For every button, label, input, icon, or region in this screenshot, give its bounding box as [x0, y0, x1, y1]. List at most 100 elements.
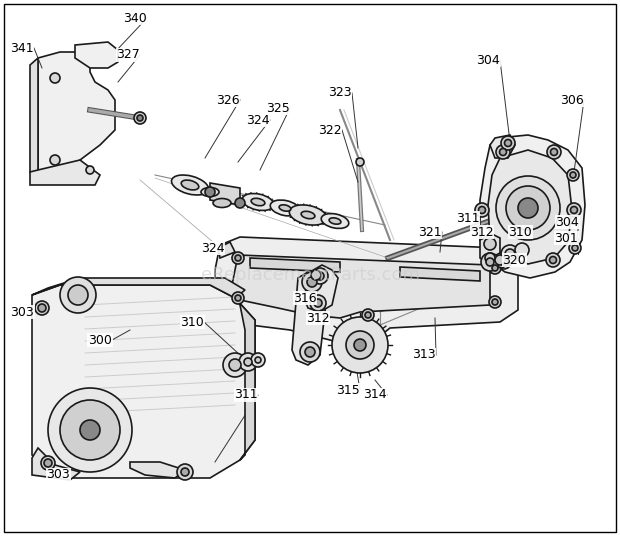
Circle shape	[501, 136, 515, 150]
Circle shape	[232, 292, 244, 304]
Circle shape	[255, 357, 261, 363]
Circle shape	[235, 255, 241, 261]
Text: 301: 301	[554, 232, 578, 244]
Circle shape	[497, 255, 511, 269]
Circle shape	[68, 285, 88, 305]
Circle shape	[48, 388, 132, 472]
Circle shape	[60, 277, 96, 313]
Polygon shape	[210, 183, 240, 205]
Polygon shape	[232, 255, 490, 318]
Circle shape	[60, 400, 120, 460]
Text: 316: 316	[293, 292, 317, 304]
Text: 340: 340	[123, 11, 147, 25]
Ellipse shape	[279, 205, 291, 211]
Circle shape	[354, 339, 366, 351]
Ellipse shape	[251, 198, 265, 206]
Circle shape	[223, 353, 247, 377]
Polygon shape	[218, 242, 235, 258]
Text: 312: 312	[306, 311, 330, 324]
Polygon shape	[480, 234, 500, 264]
Circle shape	[496, 145, 510, 159]
Text: 324: 324	[201, 242, 225, 255]
Circle shape	[137, 115, 143, 121]
Circle shape	[310, 295, 326, 311]
Polygon shape	[75, 42, 118, 68]
Circle shape	[332, 317, 388, 373]
Circle shape	[500, 148, 507, 155]
Circle shape	[500, 258, 508, 265]
Circle shape	[244, 358, 252, 366]
Circle shape	[486, 258, 494, 266]
Text: 304: 304	[555, 215, 579, 228]
Ellipse shape	[172, 175, 208, 195]
Circle shape	[50, 73, 60, 83]
Circle shape	[362, 309, 374, 321]
Circle shape	[489, 296, 501, 308]
Circle shape	[515, 243, 529, 257]
Circle shape	[505, 249, 515, 259]
Circle shape	[492, 299, 498, 305]
Circle shape	[547, 145, 561, 159]
Polygon shape	[250, 258, 340, 272]
Circle shape	[316, 272, 324, 280]
Circle shape	[570, 172, 576, 178]
Circle shape	[229, 359, 241, 371]
Text: 311: 311	[456, 212, 480, 225]
Circle shape	[492, 265, 498, 271]
Circle shape	[506, 186, 550, 230]
Circle shape	[232, 252, 244, 264]
Polygon shape	[38, 52, 115, 178]
Circle shape	[475, 203, 489, 217]
Text: eReplacementParts.com: eReplacementParts.com	[200, 266, 420, 284]
Circle shape	[569, 242, 581, 254]
Circle shape	[505, 139, 511, 146]
Text: 310: 310	[508, 226, 532, 239]
Text: 314: 314	[363, 389, 387, 401]
Circle shape	[479, 206, 485, 213]
Polygon shape	[30, 58, 48, 178]
Text: 313: 313	[412, 348, 436, 361]
Circle shape	[50, 155, 60, 165]
Ellipse shape	[242, 193, 274, 211]
Circle shape	[177, 464, 193, 480]
Circle shape	[302, 272, 322, 292]
Ellipse shape	[329, 218, 341, 224]
Ellipse shape	[321, 213, 349, 228]
Text: 303: 303	[10, 306, 34, 318]
Circle shape	[38, 304, 46, 312]
Text: 306: 306	[560, 93, 584, 107]
Circle shape	[314, 299, 322, 307]
Polygon shape	[292, 272, 328, 365]
Circle shape	[205, 187, 215, 197]
Text: 322: 322	[318, 123, 342, 137]
Polygon shape	[490, 135, 515, 158]
Circle shape	[312, 268, 328, 284]
Circle shape	[365, 312, 371, 318]
Polygon shape	[130, 462, 185, 478]
Circle shape	[235, 198, 245, 208]
Text: 323: 323	[328, 86, 352, 100]
Ellipse shape	[270, 200, 299, 216]
Text: 310: 310	[180, 316, 204, 329]
Circle shape	[495, 255, 505, 265]
Circle shape	[134, 112, 146, 124]
Text: 321: 321	[418, 226, 442, 239]
Text: 311: 311	[234, 389, 258, 401]
Ellipse shape	[201, 188, 219, 197]
Text: 312: 312	[470, 226, 494, 239]
Text: 315: 315	[336, 383, 360, 397]
Circle shape	[35, 301, 49, 315]
Circle shape	[300, 342, 320, 362]
Circle shape	[518, 198, 538, 218]
Circle shape	[41, 456, 55, 470]
Circle shape	[567, 169, 579, 181]
Circle shape	[305, 347, 315, 357]
Ellipse shape	[290, 205, 327, 225]
Ellipse shape	[301, 211, 315, 219]
Circle shape	[356, 158, 364, 166]
Circle shape	[501, 245, 519, 263]
Circle shape	[546, 253, 560, 267]
Polygon shape	[304, 265, 338, 312]
Circle shape	[496, 176, 560, 240]
Text: 327: 327	[116, 48, 140, 62]
